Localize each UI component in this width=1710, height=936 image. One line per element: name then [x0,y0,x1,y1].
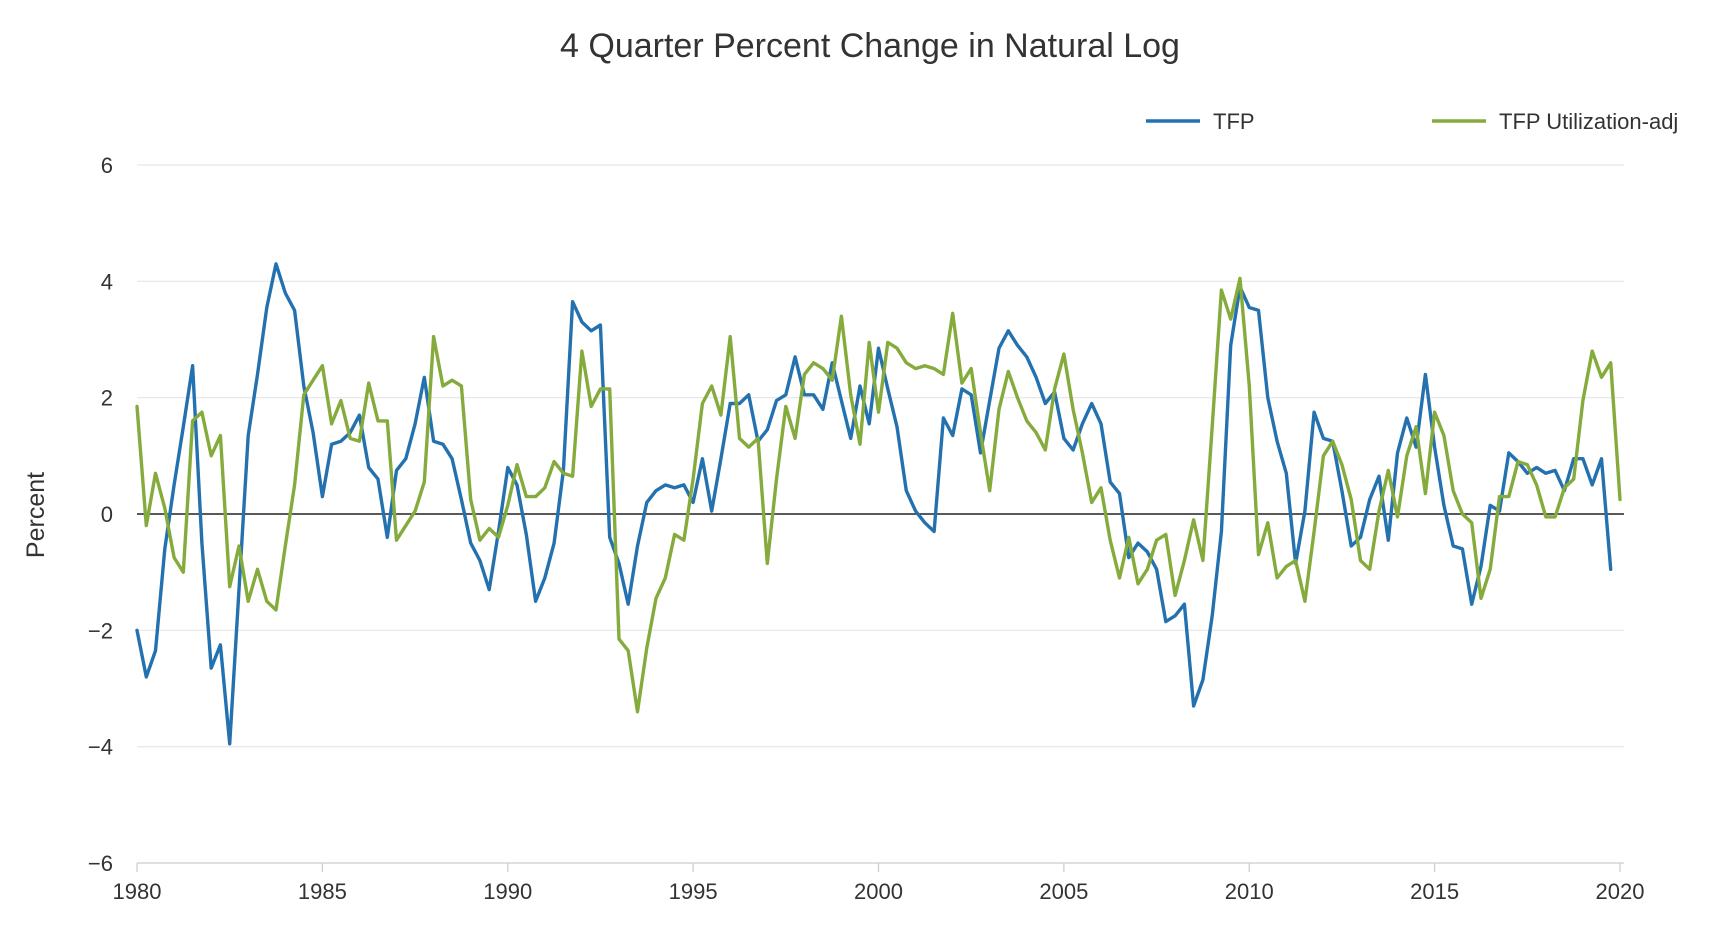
series-lines [135,262,1622,746]
series-line-tfp-utilization-adj [135,276,1622,714]
x-tick-label: 2000 [854,879,903,904]
x-axis-ticks: 1980 1985 1990 1995 2000 2005 2010 2015 2020 [113,863,1645,904]
legend-label-tfp-utilization-adj: TFP Utilization-adj [1499,109,1678,134]
y-axis-label: Percent [22,472,50,558]
x-tick-label: 2020 [1596,879,1645,904]
y-tick-label: −6 [88,851,113,876]
chart-title: 4 Quarter Percent Change in Natural Log [560,27,1180,65]
x-tick-label: 1980 [113,879,162,904]
y-axis-ticks: 6 4 2 0 −2 −4 −6 [88,153,113,876]
x-tick-label: 1995 [669,879,718,904]
x-tick-label: 1990 [483,879,532,904]
x-tick-label: 2005 [1039,879,1088,904]
x-tick-label: 1985 [298,879,347,904]
x-tick-label: 2010 [1225,879,1274,904]
y-tick-label: 0 [101,502,113,527]
series-line-tfp [135,262,1613,746]
y-tick-label: 4 [101,269,113,294]
y-tick-label: −2 [88,618,113,643]
y-tick-label: 2 [101,386,113,411]
legend: TFP TFP Utilization-adj [1146,109,1678,134]
y-tick-label: 6 [101,153,113,178]
legend-label-tfp: TFP [1213,109,1255,134]
gridlines [137,164,1624,864]
x-tick-label: 2015 [1410,879,1459,904]
y-tick-label: −4 [88,735,113,760]
